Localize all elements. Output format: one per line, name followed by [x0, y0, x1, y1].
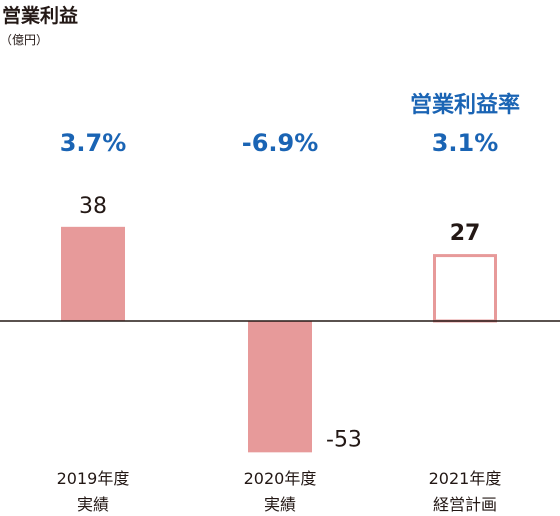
category-label-1-line2: 実績	[264, 495, 296, 514]
category-label-0-line1: 2019年度	[57, 469, 130, 488]
value-label-0: 38	[79, 194, 107, 219]
bar-1	[248, 321, 312, 453]
category-label-2-line1: 2021年度	[429, 469, 502, 488]
chart-marks: 383.7%2019年度実績-53-6.9%2020年度実績273.1%2021…	[0, 129, 560, 514]
chart-title: 営業利益	[2, 4, 78, 27]
rate-header: 営業利益率	[410, 92, 520, 118]
value-label-2: 27	[450, 221, 481, 246]
bar-0	[61, 226, 125, 321]
category-label-2-line2: 経営計画	[433, 495, 497, 514]
bar-2	[433, 254, 497, 323]
rate-2: 3.1%	[432, 129, 499, 157]
category-label-0-line2: 実績	[77, 495, 109, 514]
rate-0: 3.7%	[60, 129, 127, 157]
unit-label: （億円）	[0, 33, 48, 47]
category-label-1-line1: 2020年度	[244, 469, 317, 488]
rate-1: -6.9%	[242, 129, 319, 157]
value-label-1: -53	[326, 427, 362, 452]
